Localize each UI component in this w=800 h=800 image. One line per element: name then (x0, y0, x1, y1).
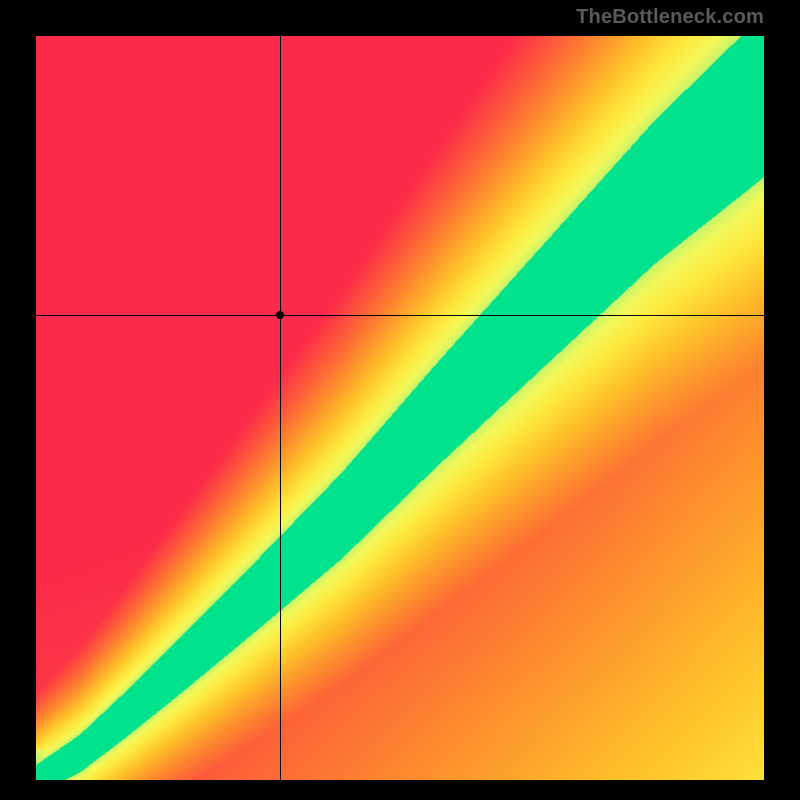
crosshair-horizontal (36, 315, 764, 316)
heatmap-canvas (36, 36, 764, 780)
watermark-text: TheBottleneck.com (576, 6, 764, 29)
plot-area (36, 36, 764, 780)
crosshair-vertical (280, 36, 281, 780)
crosshair-marker (276, 311, 284, 319)
chart-frame: TheBottleneck.com (0, 0, 800, 800)
